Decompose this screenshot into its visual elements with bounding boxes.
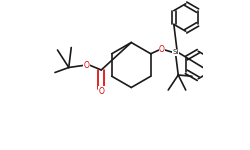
Text: O: O bbox=[83, 60, 89, 69]
Text: O: O bbox=[98, 87, 104, 96]
Text: O: O bbox=[159, 45, 165, 54]
Text: Si: Si bbox=[172, 50, 179, 56]
